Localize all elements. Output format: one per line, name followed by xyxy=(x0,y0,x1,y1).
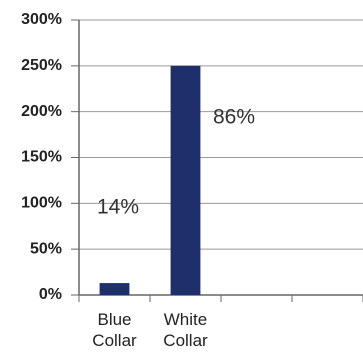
y-tick-label: 0% xyxy=(39,286,62,303)
y-tick-label: 200% xyxy=(21,103,62,120)
x-tick-label: Blue Collar xyxy=(92,310,137,350)
y-tick-label: 300% xyxy=(21,11,62,28)
x-tick-label: White Collar xyxy=(163,310,208,350)
bar xyxy=(170,65,201,295)
annotation: 14% xyxy=(97,196,139,219)
bar xyxy=(99,283,130,295)
y-tick-label: 250% xyxy=(21,57,62,74)
y-tick-label: 50% xyxy=(30,240,62,257)
annotation: 86% xyxy=(213,106,255,129)
y-tick-label: 100% xyxy=(21,195,62,212)
y-tick-label: 150% xyxy=(21,149,62,166)
